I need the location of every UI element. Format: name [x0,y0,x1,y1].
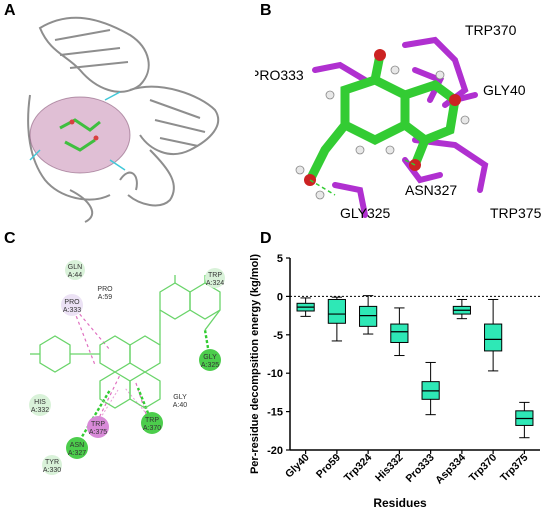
residue-c-5-chain: A:332 [31,407,49,414]
y-tick-label: -15 [267,407,283,419]
residue-label-b-4: ASN327 [405,182,457,198]
interaction-diagram: GLN A:44 PRO A:59 TRP A:324 PRO A:333 HI… [29,260,225,475]
residue-c-9-chain: A:375 [89,429,107,436]
residue-c-6-name: GLY [173,394,187,401]
binding-site-3d-image: TRP370 PRO333 GLY40 ASN327 GLY325 TRP375 [250,22,542,221]
residue-c-1-name: GLN [68,264,82,271]
x-tick-label: Pro333 [403,452,436,485]
y-tick-label: -10 [267,368,283,380]
residue-c-10-name: TRP [145,417,159,424]
box-trp370 [484,323,503,352]
panel-c-label: C [4,230,16,247]
residue-c-2-chain: A:59 [98,294,113,301]
residue-c-1-chain: A:44 [68,272,83,279]
panel-a: A [0,0,230,230]
y-tick-label: 0 [277,291,283,303]
y-tick-label: -20 [267,445,283,457]
residue-c-5-name: HIS [34,399,46,406]
residue-c-8-chain: A:327 [68,450,86,457]
residue-c-2-name: PRO [97,286,113,293]
panel-d-label: D [260,230,272,247]
x-tick-label: Pro59 [314,452,343,481]
residue-label-b-3: GLY40 [483,82,526,98]
box-trp324 [359,305,378,327]
x-tick-label: Trp324 [342,452,375,485]
residue-c-8-name: ASN [70,442,84,449]
panel-b-label: B [260,2,272,19]
residue-c-9-name: TRP [91,421,105,428]
residue-c-3-chain: A:324 [206,280,224,287]
residue-c-7-name: GLY [203,354,217,361]
box-pro59 [327,298,346,324]
residue-c-10-chain: A:370 [143,425,161,432]
residue-c-11-name: TYR [45,459,59,466]
residue-c-11-chain: A:330 [43,467,61,474]
y-tick-label: -5 [273,330,283,342]
panel-d: D Per-residue decompsition energy (kg/mo… [240,230,550,513]
residue-c-7-chain: A:325 [201,362,219,369]
y-axis-title: Per-residue decompsition energy (kg/mol) [249,254,261,474]
panel-a-label: A [4,2,16,19]
residue-c-4-name: PRO [64,299,80,306]
box-his332 [390,323,409,343]
x-tick-label: Asp334 [433,452,468,487]
x-tick-label: Trp370 [467,452,500,485]
energy-box-chart: Per-residue decompsition energy (kg/mol)… [249,253,540,510]
residue-c-4-chain: A:333 [63,307,81,314]
residue-c-6-chain: A:40 [173,402,188,409]
panel-b: B TRP370 PRO333 GLY40 AS [250,0,550,230]
residue-c-3-name: TRP [208,272,222,279]
x-tick-label: Trp375 [498,452,531,485]
x-tick-label: Gly40 [283,452,312,481]
residue-label-b-2: PRO333 [255,67,304,83]
residue-label-b-1: TRP370 [465,22,517,38]
x-axis-title: Residues [373,496,427,510]
protein-cartoon-image [27,16,220,223]
y-tick-label: 5 [277,253,283,265]
residue-label-b-5: GLY325 [340,205,391,221]
residue-label-b-6: TRP375 [490,205,542,221]
panel-c: C GLN A:44 PRO A:59 [0,230,250,513]
x-tick-label: His332 [373,452,406,485]
